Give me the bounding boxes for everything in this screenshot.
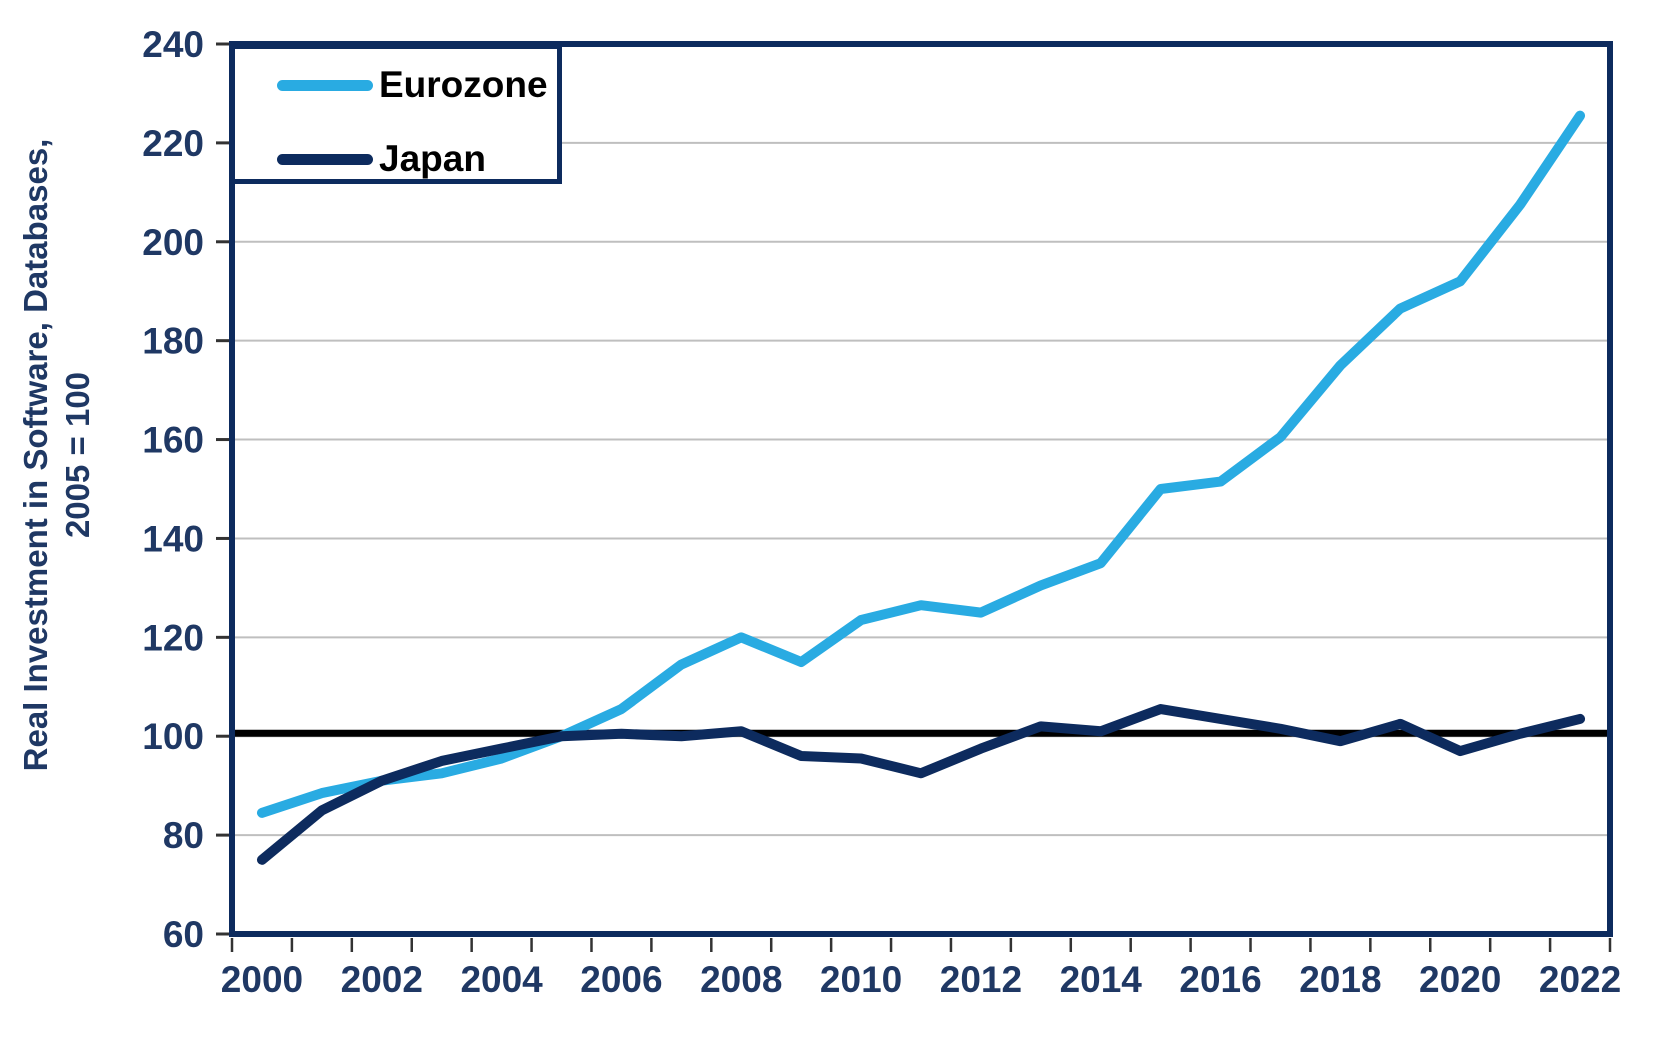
japan-line [256,704,1586,865]
eurozone-line [256,110,1586,818]
x-tick-label-2014: 2014 [1060,959,1143,1000]
y-tick-label-120: 120 [142,617,204,658]
y-tick-label-220: 220 [142,123,204,164]
legend-item-eurozone: Eurozone [235,64,557,105]
x-tick-label-2006: 2006 [580,959,662,1000]
eurozone-line-swatch-icon [277,79,373,91]
legend-item-japan: Japan [235,138,557,179]
x-tick-label-2012: 2012 [940,959,1022,1000]
x-tick-label-2018: 2018 [1299,959,1381,1000]
y-tick-label-100: 100 [142,716,204,757]
x-tick-label-2022: 2022 [1539,959,1621,1000]
x-tick-label-2002: 2002 [341,959,423,1000]
x-tick-label-2010: 2010 [820,959,902,1000]
legend-box: Eurozone Japan [230,44,562,184]
y-tick-label-60: 60 [163,914,204,955]
legend-label-japan: Japan [379,138,486,179]
y-tick-label-160: 160 [142,420,204,461]
x-tick-label-2008: 2008 [700,959,782,1000]
y-axis-title-line2: 2005 = 100 [59,371,96,539]
x-tick-label-2004: 2004 [460,959,543,1000]
x-tick-label-2020: 2020 [1419,959,1501,1000]
x-tick-label-2016: 2016 [1179,959,1261,1000]
plot-frame [229,41,1613,937]
y-axis-title: Real Investment in Software, Databases, … [15,139,99,772]
legend-label-eurozone: Eurozone [379,64,548,105]
y-tick-label-180: 180 [142,321,204,362]
japan-line-swatch-icon [277,153,373,165]
y-tick-label-80: 80 [163,815,204,856]
y-tick-label-240: 240 [142,24,204,65]
y-tick-label-140: 140 [142,518,204,559]
x-tick-label-2000: 2000 [221,959,303,1000]
y-tick-label-200: 200 [142,222,204,263]
y-axis-title-line1: Real Investment in Software, Databases, [16,138,54,772]
